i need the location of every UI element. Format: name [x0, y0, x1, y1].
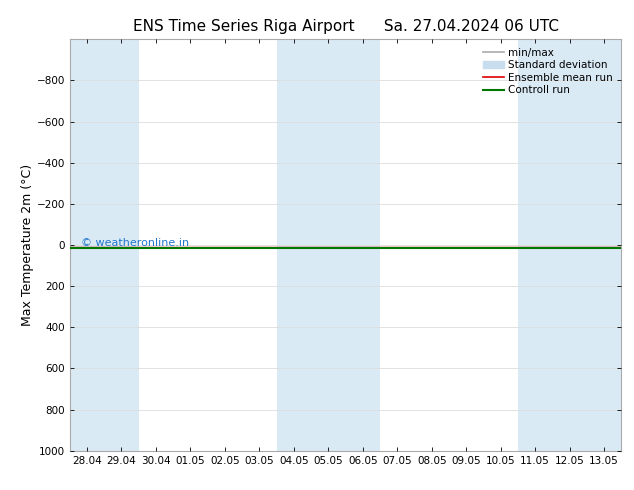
Bar — [70, 39, 104, 451]
Bar — [518, 39, 552, 451]
Bar — [311, 39, 346, 451]
Bar — [552, 39, 587, 451]
Title: ENS Time Series Riga Airport      Sa. 27.04.2024 06 UTC: ENS Time Series Riga Airport Sa. 27.04.2… — [133, 19, 559, 34]
Bar — [587, 39, 621, 451]
Text: © weatheronline.in: © weatheronline.in — [81, 238, 189, 248]
Bar — [276, 39, 311, 451]
Bar — [104, 39, 139, 451]
Y-axis label: Max Temperature 2m (°C): Max Temperature 2m (°C) — [21, 164, 34, 326]
Bar — [346, 39, 380, 451]
Legend: min/max, Standard deviation, Ensemble mean run, Controll run: min/max, Standard deviation, Ensemble me… — [480, 45, 616, 98]
